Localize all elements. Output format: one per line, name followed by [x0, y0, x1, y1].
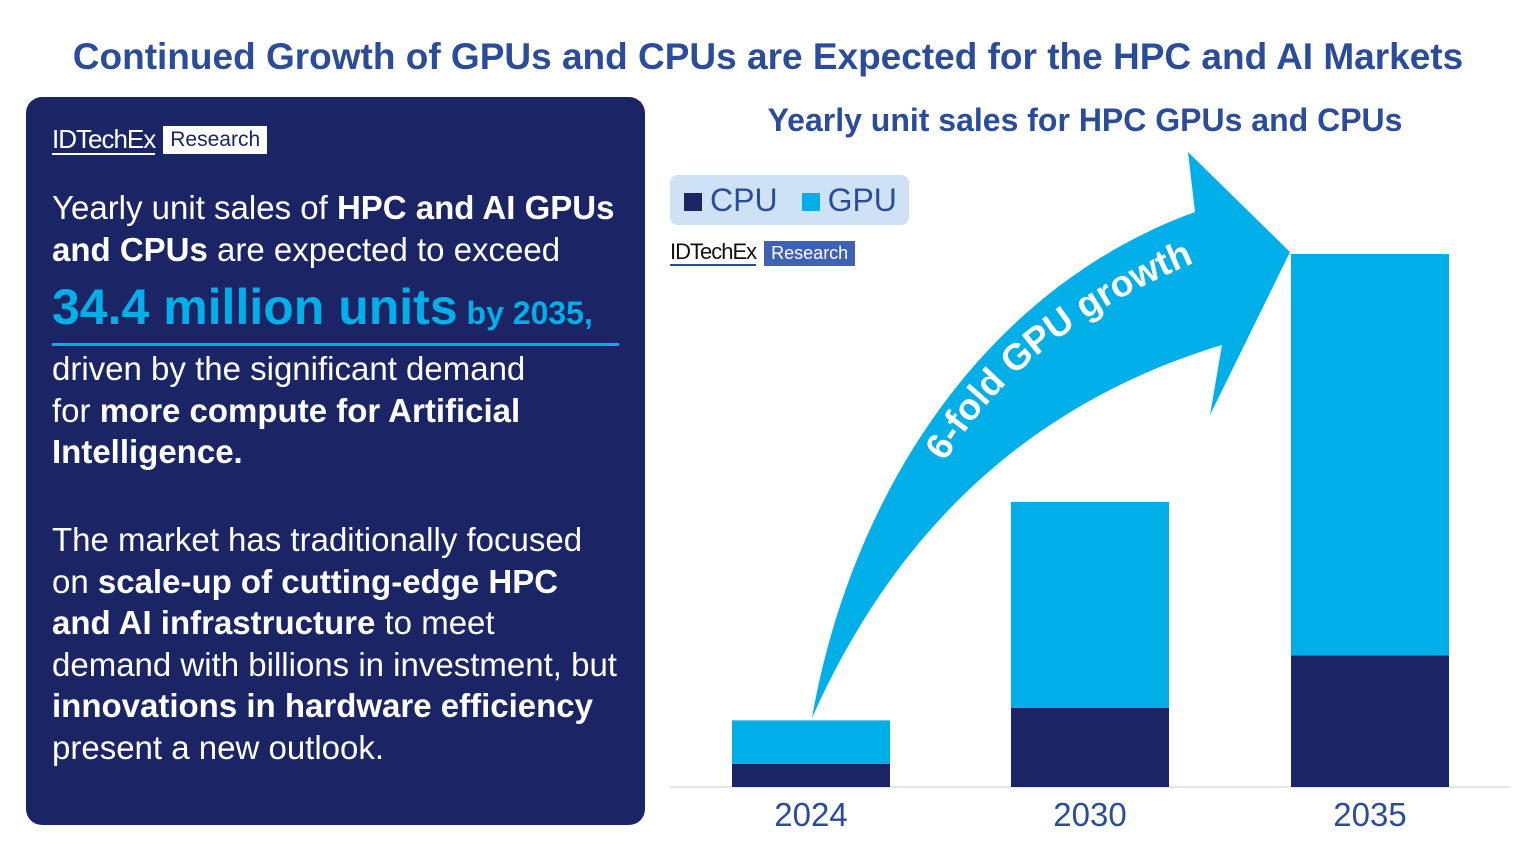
summary-panel: IDTechEx Research Yearly unit sales of H…	[26, 97, 645, 825]
intro-text: Yearly unit sales of HPC and AI GPUs and…	[52, 189, 615, 268]
x-tick-label: 2024	[774, 796, 847, 833]
chart-title: Yearly unit sales for HPC GPUs and CPUs	[767, 102, 1403, 138]
bar-gpu-2030	[1011, 501, 1169, 708]
bar-cpu-2030	[1011, 707, 1169, 787]
x-tick-label: 2035	[1333, 796, 1406, 833]
growth-arrow	[812, 152, 1290, 718]
logo-tag: Research	[764, 240, 856, 266]
driver-text: driven by the significant demand for mor…	[52, 350, 526, 470]
idtechex-logo: IDTechEx Research	[52, 124, 268, 155]
chart-logo: IDTechEx Research	[670, 239, 856, 266]
x-tick-label: 2030	[1053, 796, 1126, 833]
chart-legend: CPU GPU	[670, 175, 909, 225]
bar-cpu-2035	[1291, 655, 1449, 787]
legend-cpu: CPU	[684, 182, 778, 219]
logo-tag: Research	[163, 126, 268, 154]
headline-figure: 34.4 million units by 2035,	[52, 277, 619, 346]
logo-name: IDTechEx	[52, 124, 156, 155]
page-title: Continued Growth of GPUs and CPUs are Ex…	[72, 36, 1464, 77]
logo-name: IDTechEx	[670, 239, 757, 266]
bar-cpu-2024	[732, 763, 890, 787]
bar-gpu-2035	[1291, 254, 1449, 656]
bar-gpu-2024	[732, 720, 890, 764]
outlook-text: The market has traditionally focused on …	[52, 521, 617, 766]
legend-gpu: GPU	[801, 182, 897, 219]
